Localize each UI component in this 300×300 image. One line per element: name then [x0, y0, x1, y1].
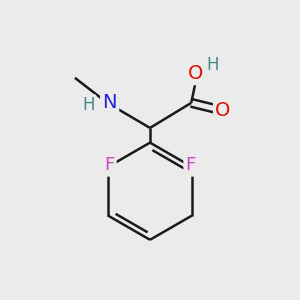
Text: F: F	[104, 157, 115, 175]
Text: O: O	[188, 64, 203, 83]
Text: F: F	[185, 157, 196, 175]
Text: H: H	[206, 56, 219, 74]
Text: O: O	[215, 101, 231, 120]
Text: N: N	[102, 93, 117, 112]
Text: H: H	[82, 96, 94, 114]
